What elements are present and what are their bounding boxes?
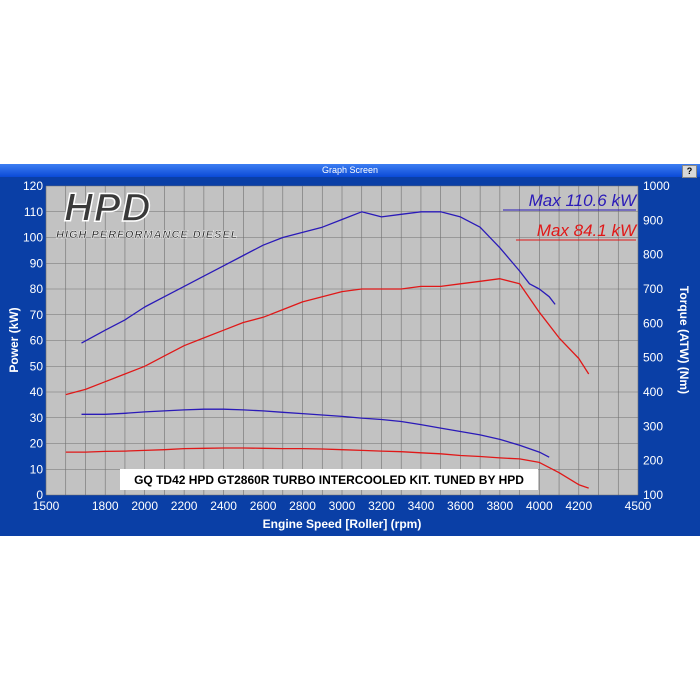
series-line-power-red [65,278,590,396]
x-tick-label: 4200 [565,499,592,513]
logo-sub: HIGH PERFORMANCE DIESEL [56,229,239,241]
x-tick-label: 1800 [92,499,119,513]
x-tick-label: 3200 [368,499,395,513]
help-button[interactable]: ? [682,165,697,178]
hpd-logo: HPD HIGH PERFORMANCE DIESEL [56,185,239,241]
x-tick-label: 2600 [250,499,277,513]
y2-tick-label: 300 [643,419,663,433]
x-tick-label: 2400 [210,499,237,513]
y-tick-label: 30 [30,411,44,425]
series-line-torque-red [65,447,589,489]
series-lines [65,211,590,489]
x-tick-label: 3400 [408,499,435,513]
y2-axis-ticks: 100 200 300 400 500 600 700 800 900 1000 [643,179,670,502]
x-tick-label: 3600 [447,499,474,513]
graph-window: Graph Screen ? 1500 1800 2000 2200 2400 2600 2… [0,164,700,536]
logo-main: HPD [64,186,151,230]
y2-tick-label: 1000 [643,179,670,193]
y2-tick-label: 600 [643,316,663,330]
x-tick-label: 1500 [33,499,60,513]
y-tick-label: 70 [30,308,44,322]
y-axis-ticks: 0 10 20 30 40 50 60 70 80 90 100 110 120 [23,179,43,502]
window-title: Graph Screen [321,165,379,175]
caption-box: GQ TD42 HPD GT2860R TURBO INTERCOOLED KI… [120,469,538,490]
x-axis-label: Engine Speed [Roller] (rpm) [263,517,422,531]
x-tick-label: 4000 [526,499,553,513]
y-tick-label: 100 [23,231,43,245]
y2-tick-label: 200 [643,454,663,468]
y2-tick-label: 800 [643,248,663,262]
series-line-torque-blue [81,408,550,458]
series-line-power-blue [81,211,556,344]
y-tick-label: 80 [30,282,44,296]
title-bar: Graph Screen ? [0,164,700,178]
x-tick-label: 2000 [131,499,158,513]
max-label-blue: Max 110.6 kW [529,191,638,210]
y-tick-label: 0 [36,488,43,502]
caption-background [120,469,538,490]
y2-tick-label: 700 [643,282,663,296]
max-label-blue-group: Max 110.6 kW [503,191,638,211]
x-tick-label: 3800 [487,499,514,513]
y-tick-label: 20 [30,437,44,451]
x-tick-label: 3000 [329,499,356,513]
x-tick-label: 2800 [289,499,316,513]
max-label-red-group: Max 84.1 kW [516,221,638,241]
y2-tick-label: 900 [643,213,663,227]
y-axis-label: Power (kW) [7,307,21,372]
y2-tick-label: 500 [643,351,663,365]
x-tick-label: 2200 [171,499,198,513]
x-axis-ticks: 1500 1800 2000 2200 2400 2600 2800 3000 3200 3400… [33,499,652,513]
grid-lines [45,185,639,496]
y-tick-label: 10 [30,462,44,476]
y-tick-label: 60 [30,334,44,348]
y2-axis-label: Torque (ATW) (Nm) [677,286,691,394]
y-tick-label: 110 [24,205,43,219]
y-tick-label: 50 [30,359,44,373]
caption-text: GQ TD42 HPD GT2860R TURBO INTERCOOLED KI… [134,473,524,487]
x-tick-label: 4500 [625,499,652,513]
y-tick-label: 90 [30,256,44,270]
y-tick-label: 120 [23,179,43,193]
max-label-red: Max 84.1 kW [537,221,638,240]
y-tick-label: 40 [30,385,44,399]
y2-tick-label: 100 [643,488,663,502]
dyno-chart: 1500 1800 2000 2200 2400 2600 2800 3000 3200 3400… [7,179,691,531]
y2-tick-label: 400 [643,385,663,399]
